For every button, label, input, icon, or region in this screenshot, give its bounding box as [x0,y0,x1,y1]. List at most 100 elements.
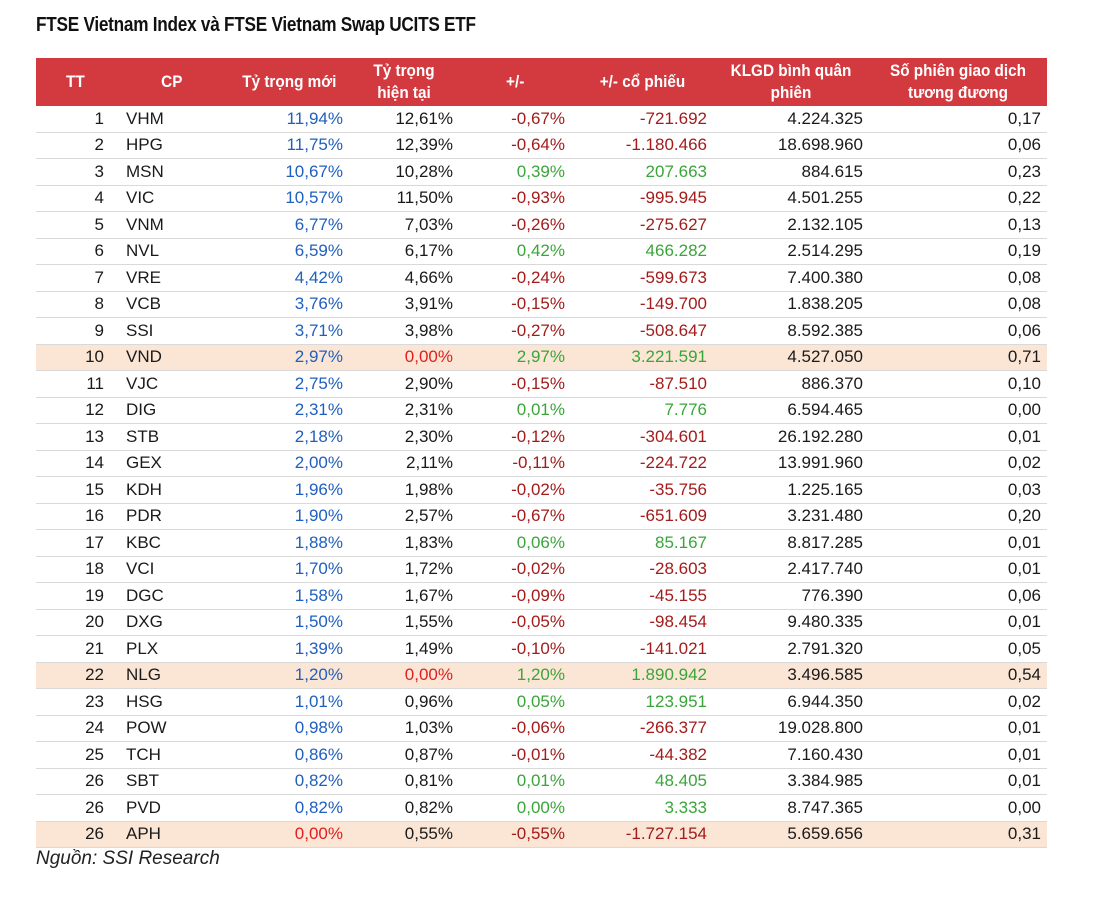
cell-change: 0,05% [459,688,571,716]
cell-cp: KDH [114,476,229,504]
cell-current-weight: 2,57% [349,503,459,530]
cell-share-change: 466.282 [571,238,713,265]
table-row: 21 PLX 1,39% 1,49% -0,10% -141.021 2.791.320 0,… [36,635,1047,663]
cell-sessions: 0,22 [869,185,1047,212]
cell-new-weight: 2,00% [229,450,349,477]
header-tt: TT [36,58,114,106]
cell-current-weight: 7,03% [349,211,459,239]
source-note: Nguồn: SSI Research [36,848,220,869]
cell-change: -0,02% [459,476,571,504]
cell-tt: 21 [36,635,114,663]
cell-new-weight: 11,94% [229,106,349,133]
cell-cp: VNM [114,211,229,239]
cell-sessions: 0,13 [869,211,1047,239]
table-row: 12 DIG 2,31% 2,31% 0,01% 7.776 6.594.465 0,00 [36,397,1047,424]
cell-tt: 14 [36,450,114,477]
cell-current-weight: 0,82% [349,794,459,822]
cell-change: -0,15% [459,291,571,318]
cell-avg-volume: 776.390 [713,582,869,610]
cell-new-weight: 1,96% [229,476,349,504]
cell-tt: 6 [36,238,114,265]
cell-cp: PLX [114,635,229,663]
cell-sessions: 0,01 [869,423,1047,451]
header-current-weight: Tỷ trọng hiện tại [349,58,459,106]
cell-avg-volume: 26.192.280 [713,423,869,451]
table-row: 1 VHM 11,94% 12,61% -0,67% -721.692 4.224.325 0… [36,106,1047,133]
cell-avg-volume: 2.417.740 [713,556,869,583]
cell-avg-volume: 6.594.465 [713,397,869,424]
cell-current-weight: 1,55% [349,609,459,636]
cell-new-weight: 1,50% [229,609,349,636]
cell-avg-volume: 3.384.985 [713,768,869,795]
cell-avg-volume: 8.592.385 [713,317,869,345]
cell-tt: 26 [36,821,114,848]
cell-current-weight: 1,67% [349,582,459,610]
cell-cp: VJC [114,370,229,398]
cell-change: -0,10% [459,635,571,663]
cell-new-weight: 1,70% [229,556,349,583]
table-row: 13 STB 2,18% 2,30% -0,12% -304.601 26.192.280 0… [36,423,1047,451]
cell-sessions: 0,71 [869,344,1047,371]
cell-current-weight: 0,55% [349,821,459,848]
cell-share-change: -98.454 [571,609,713,636]
cell-share-change: -508.647 [571,317,713,345]
cell-cp: VIC [114,185,229,212]
cell-avg-volume: 2.791.320 [713,635,869,663]
cell-new-weight: 6,77% [229,211,349,239]
cell-share-change: -28.603 [571,556,713,583]
cell-current-weight: 0,96% [349,688,459,716]
cell-sessions: 0,10 [869,370,1047,398]
cell-share-change: -266.377 [571,715,713,742]
cell-cp: VCB [114,291,229,318]
cell-change: -0,93% [459,185,571,212]
cell-sessions: 0,01 [869,529,1047,557]
table-row: 4 VIC 10,57% 11,50% -0,93% -995.945 4.501.255 0… [36,185,1047,212]
cell-cp: KBC [114,529,229,557]
cell-tt: 19 [36,582,114,610]
cell-tt: 9 [36,317,114,345]
cell-change: -0,06% [459,715,571,742]
cell-change: -0,01% [459,741,571,769]
cell-tt: 24 [36,715,114,742]
table-row: 25 TCH 0,86% 0,87% -0,01% -44.382 7.160.430 0,0… [36,741,1047,769]
cell-cp: VCI [114,556,229,583]
cell-current-weight: 2,11% [349,450,459,477]
cell-tt: 2 [36,132,114,159]
cell-current-weight: 1,98% [349,476,459,504]
cell-new-weight: 10,57% [229,185,349,212]
cell-change: 0,01% [459,397,571,424]
cell-share-change: -1.180.466 [571,132,713,159]
cell-cp: HSG [114,688,229,716]
cell-current-weight: 0,00% [349,344,459,371]
cell-change: -0,05% [459,609,571,636]
cell-share-change: -44.382 [571,741,713,769]
cell-tt: 10 [36,344,114,371]
table-row: 23 HSG 1,01% 0,96% 0,05% 123.951 6.944.350 0,02 [36,688,1047,716]
cell-current-weight: 3,91% [349,291,459,318]
cell-cp: NVL [114,238,229,265]
cell-new-weight: 1,58% [229,582,349,610]
cell-tt: 26 [36,768,114,795]
cell-current-weight: 0,00% [349,662,459,689]
cell-avg-volume: 884.615 [713,158,869,186]
cell-tt: 7 [36,264,114,292]
cell-change: -0,09% [459,582,571,610]
cell-new-weight: 1,01% [229,688,349,716]
cell-share-change: -721.692 [571,106,713,133]
cell-new-weight: 1,39% [229,635,349,663]
cell-tt: 3 [36,158,114,186]
cell-sessions: 0,31 [869,821,1047,848]
cell-tt: 23 [36,688,114,716]
cell-avg-volume: 2.514.295 [713,238,869,265]
cell-tt: 8 [36,291,114,318]
cell-new-weight: 2,31% [229,397,349,424]
cell-avg-volume: 8.747.365 [713,794,869,822]
cell-avg-volume: 1.225.165 [713,476,869,504]
cell-sessions: 0,03 [869,476,1047,504]
cell-sessions: 0,06 [869,132,1047,159]
cell-change: -0,24% [459,264,571,292]
cell-current-weight: 11,50% [349,185,459,212]
cell-cp: STB [114,423,229,451]
cell-avg-volume: 7.160.430 [713,741,869,769]
cell-current-weight: 12,61% [349,106,459,133]
